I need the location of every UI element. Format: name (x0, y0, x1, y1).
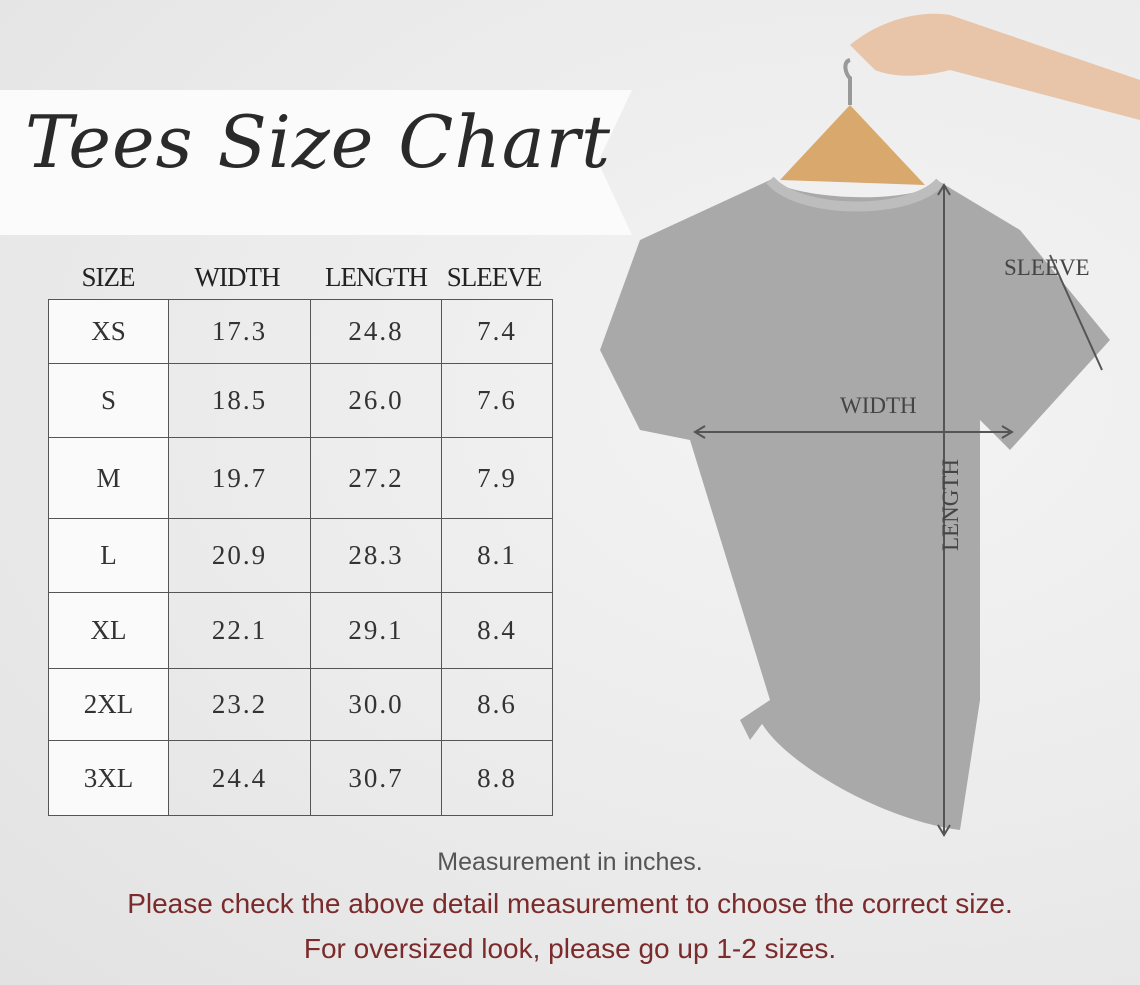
width-cell: 22.1 (168, 592, 311, 669)
oversized-note: For oversized look, please go up 1-2 siz… (303, 933, 837, 964)
table-row: S 18.5 26.0 7.6 (48, 363, 553, 438)
table-row: 2XL 23.2 30.0 8.6 (48, 668, 553, 741)
header-width: WIDTH (194, 262, 281, 292)
tshirt-diagram (600, 13, 1140, 837)
check-note: Please check the above detail measuremen… (127, 888, 1013, 919)
size-table: XS 17.3 24.8 7.4 S 18.5 26.0 7.6 M 19.7 27.2 7.9 L 20… (48, 299, 553, 816)
sleeve-cell: 7.4 (441, 299, 553, 364)
sleeve-cell: 8.8 (441, 740, 553, 816)
length-label: LENGTH (937, 459, 963, 551)
width-cell: 18.5 (168, 363, 311, 438)
size-cell: 2XL (48, 668, 169, 741)
table-row: L 20.9 28.3 8.1 (48, 518, 553, 593)
width-cell: 17.3 (168, 299, 311, 364)
header-size: SIZE (81, 262, 136, 292)
width-label: WIDTH (840, 393, 917, 418)
length-cell: 30.7 (310, 740, 442, 816)
sleeve-arrow (1049, 254, 1103, 371)
page-title: Tees Size Chart (25, 100, 612, 184)
table-row: 3XL 24.4 30.7 8.8 (48, 740, 553, 816)
unit-note: Measurement in inches. (437, 848, 703, 876)
size-cell: XS (48, 299, 169, 364)
size-cell: 3XL (48, 740, 169, 816)
table-row: XL 22.1 29.1 8.4 (48, 592, 553, 669)
length-cell: 29.1 (310, 592, 442, 669)
width-cell: 24.4 (168, 740, 311, 816)
length-cell: 26.0 (310, 363, 442, 438)
sleeve-cell: 7.6 (441, 363, 553, 438)
width-cell: 20.9 (168, 518, 311, 593)
tshirt-shape (600, 180, 1110, 830)
table-row: XS 17.3 24.8 7.4 (48, 299, 553, 364)
length-cell: 27.2 (310, 437, 442, 519)
size-cell: L (48, 518, 169, 593)
size-cell: XL (48, 592, 169, 669)
table-row: M 19.7 27.2 7.9 (48, 437, 553, 519)
length-cell: 28.3 (310, 518, 442, 593)
sleeve-cell: 8.4 (441, 592, 553, 669)
header-sleeve: SLEEVE (446, 262, 542, 292)
length-cell: 30.0 (310, 668, 442, 741)
width-cell: 23.2 (168, 668, 311, 741)
sleeve-label: SLEEVE (1004, 255, 1090, 280)
title-banner (0, 90, 632, 235)
sleeve-cell: 8.1 (441, 518, 553, 593)
length-cell: 24.8 (310, 299, 442, 364)
header-length: LENGTH (325, 262, 428, 292)
size-cell: M (48, 437, 169, 519)
hand-and-hanger (780, 13, 1140, 185)
size-cell: S (48, 363, 169, 438)
sleeve-cell: 8.6 (441, 668, 553, 741)
width-cell: 19.7 (168, 437, 311, 519)
sleeve-cell: 7.9 (441, 437, 553, 519)
